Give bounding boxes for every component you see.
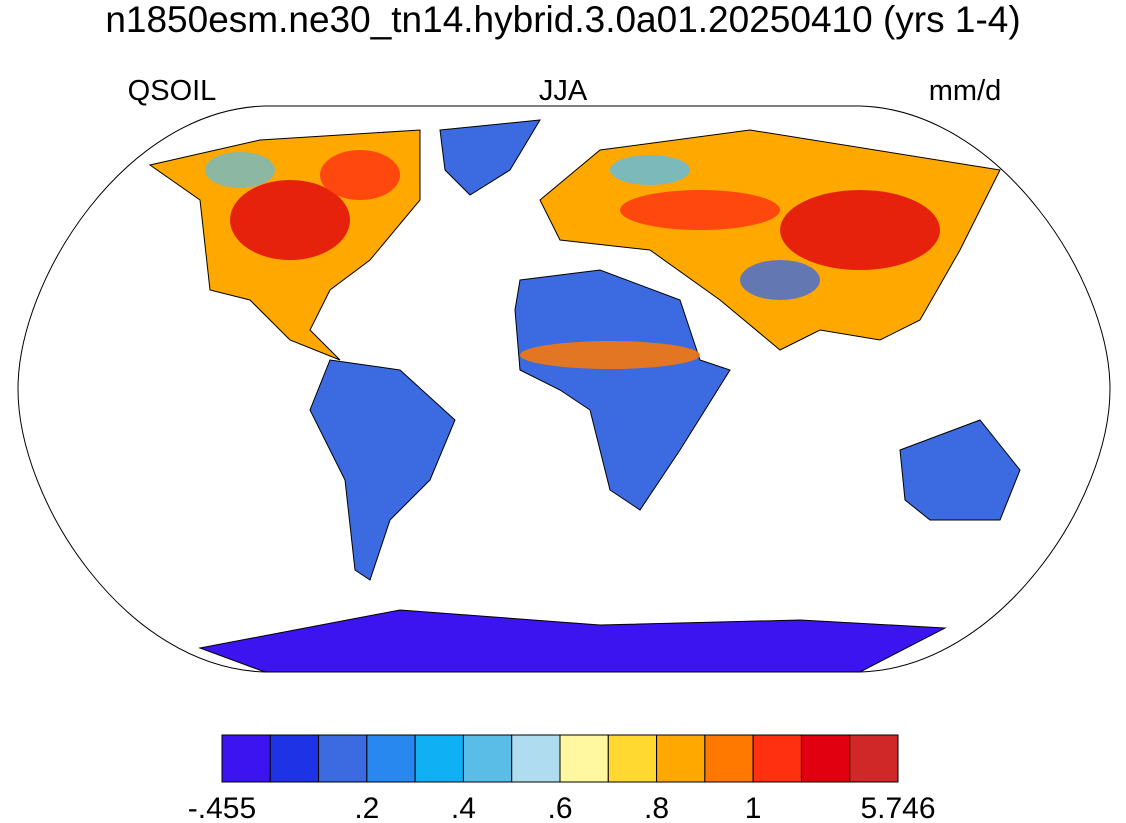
colorbar-box xyxy=(221,734,271,783)
season-label: JJA xyxy=(539,75,588,107)
region-high xyxy=(620,190,780,230)
colorbar-box xyxy=(607,734,658,783)
colorbar-box xyxy=(704,734,754,783)
map xyxy=(17,105,1111,673)
variable-label: QSOIL xyxy=(128,75,217,107)
colorbar-box xyxy=(752,734,802,783)
colorbar-box xyxy=(318,734,368,783)
region-high xyxy=(320,150,400,200)
region-low xyxy=(205,152,275,188)
colorbar-box xyxy=(656,734,706,783)
colorbar-box xyxy=(414,734,464,783)
colorbar-label: .8 xyxy=(644,792,669,823)
eurasia xyxy=(539,129,1001,351)
region-low xyxy=(740,260,820,300)
colorbar-box xyxy=(511,734,561,783)
region-high xyxy=(520,341,700,369)
region-high xyxy=(230,180,350,260)
south-america xyxy=(309,359,456,581)
colorbar-box xyxy=(849,734,899,783)
greenland xyxy=(439,119,541,196)
region-high xyxy=(780,190,940,270)
region-low xyxy=(610,155,690,185)
australia xyxy=(899,419,1021,521)
colorbar-box xyxy=(800,734,851,783)
colorbar-box xyxy=(559,734,609,783)
africa xyxy=(514,269,731,511)
colorbar: -.455 .2 .4 .6 .8 1 5.746 xyxy=(188,734,936,823)
colorbar-label: 1 xyxy=(745,792,762,823)
colorbar-box xyxy=(462,734,513,783)
antarctica xyxy=(198,609,947,673)
title: n1850esm.ne30_tn14.hybrid.3.0a01.2025041… xyxy=(105,0,1020,40)
colorbar-label: .2 xyxy=(354,792,379,823)
colorbar-box xyxy=(366,734,416,783)
colorbar-label: -.455 xyxy=(188,792,256,823)
colorbar-label: .6 xyxy=(547,792,572,823)
colorbar-label: 5.746 xyxy=(860,792,935,823)
colorbar-label: .4 xyxy=(451,792,476,823)
units-label: mm/d xyxy=(929,75,1002,107)
colorbar-box xyxy=(269,734,320,783)
